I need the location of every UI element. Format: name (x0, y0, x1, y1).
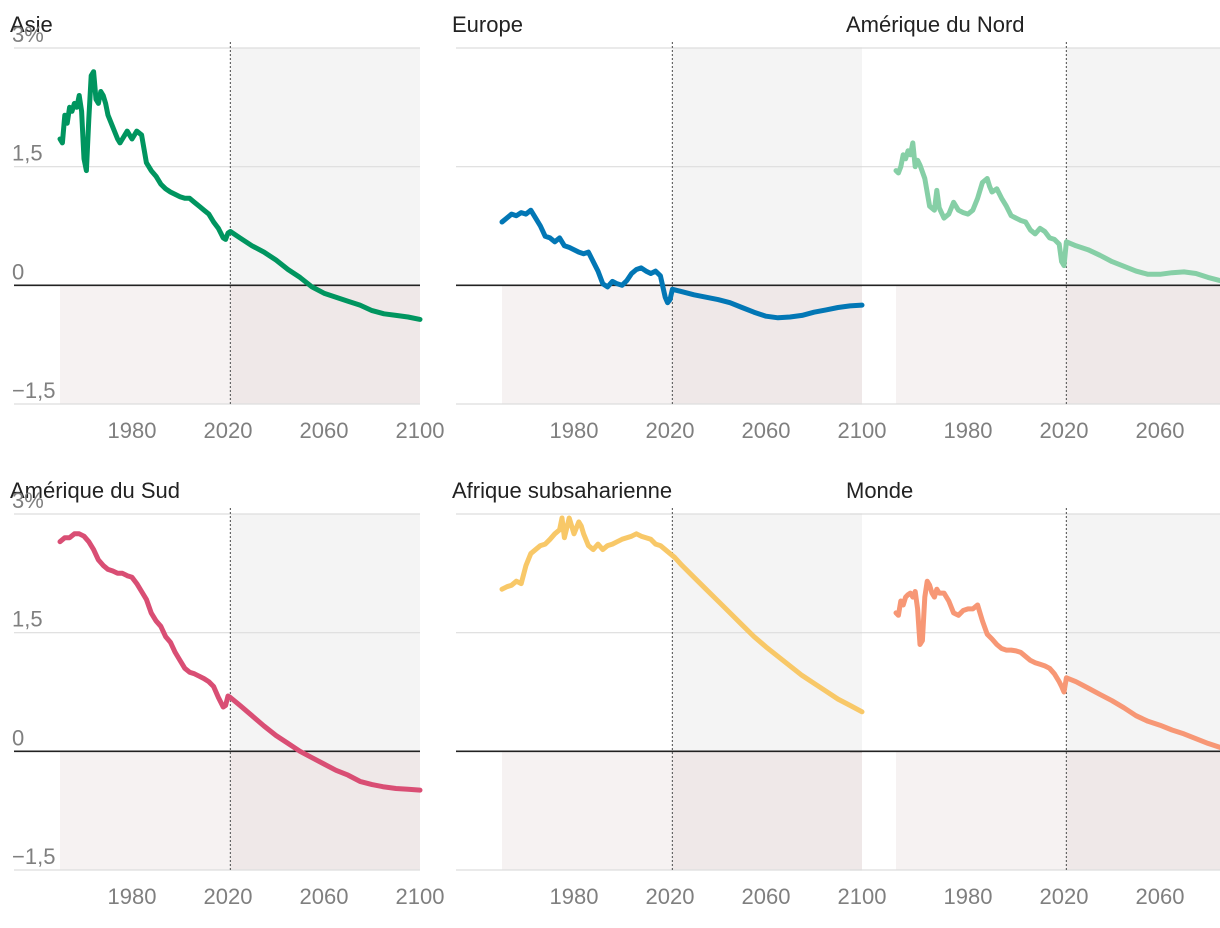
chart-panel-amerique-du-sud: Amérique du Sud 3% 1,5 0 −1,5 1980 2020 2060 21… (10, 478, 444, 928)
x-tick-label: 1980 (108, 884, 157, 909)
x-tick-label: 1980 (944, 418, 993, 443)
x-tick-label: 2060 (742, 418, 791, 443)
negative-area (60, 285, 231, 404)
chart-plot: 3% 1,5 0 −1,5 1980 2020 2060 2100 (12, 488, 444, 909)
x-tick-label: 2060 (742, 884, 791, 909)
series-line (57, 531, 423, 793)
projection-negative-area (672, 285, 862, 404)
negative-area (502, 751, 673, 870)
y-tick-label: −1,5 (12, 378, 55, 403)
y-tick-label: 3% (12, 488, 44, 513)
chart-plot: 1980 2020 2060 2100 (456, 42, 886, 443)
negative-area (896, 285, 1067, 404)
chart-title: Amérique du Nord (846, 12, 1025, 37)
series-line (499, 207, 865, 321)
y-tick-label: −1,5 (12, 844, 55, 869)
x-tick-label: 2100 (838, 418, 887, 443)
x-tick-label: 2020 (1040, 884, 1089, 909)
negative-area (60, 751, 231, 870)
x-tick-label: 2060 (1136, 884, 1185, 909)
x-tick-label: 2020 (646, 418, 695, 443)
y-tick-label: 0 (12, 725, 24, 750)
chart-title: Afrique subsaharienne (452, 478, 673, 503)
chart-plot: 3% 1,5 0 −1,5 1980 2020 2060 2100 (12, 22, 444, 443)
negative-area (502, 285, 673, 404)
y-tick-label: 1,5 (12, 607, 43, 632)
x-tick-label: 2100 (838, 884, 887, 909)
series-line (893, 140, 1220, 284)
projection-negative-area (230, 285, 420, 404)
series-line (499, 515, 865, 715)
x-tick-label: 2020 (204, 884, 253, 909)
series-line (893, 578, 1220, 751)
y-tick-label: 1,5 (12, 141, 43, 166)
chart-title: Monde (846, 478, 914, 503)
x-tick-label: 2060 (1136, 418, 1185, 443)
projection-negative-area (672, 751, 862, 870)
x-tick-label: 2060 (300, 884, 349, 909)
x-tick-label: 2100 (396, 884, 445, 909)
chart-title: Asie (10, 12, 53, 37)
x-tick-label: 1980 (944, 884, 993, 909)
projection-negative-area (230, 751, 420, 870)
series-line (57, 69, 423, 322)
chart-title: Amérique du Sud (10, 478, 180, 503)
x-tick-label: 2100 (396, 418, 445, 443)
x-tick-label: 2060 (300, 418, 349, 443)
chart-panel-asie: Asie 3% 1,5 0 −1,5 1980 2020 2060 2100 (10, 12, 444, 462)
x-tick-label: 2020 (1040, 418, 1089, 443)
y-tick-label: 3% (12, 22, 44, 47)
chart-panel-europe: Europe 1980 2020 2060 2100 (452, 12, 886, 462)
negative-area (896, 751, 1067, 870)
x-tick-label: 1980 (550, 884, 599, 909)
projection-negative-area (1066, 751, 1220, 870)
x-tick-label: 2020 (646, 884, 695, 909)
chart-title: Europe (452, 12, 523, 37)
chart-plot: 1980 2020 2060 2100 (456, 508, 886, 909)
x-tick-label: 2020 (204, 418, 253, 443)
x-tick-label: 1980 (550, 418, 599, 443)
chart-panel-afrique-subsaharienne: Afrique subsaharienne 1980 2020 2060 2100 (452, 478, 886, 928)
projection-negative-area (1066, 285, 1220, 404)
y-tick-label: 0 (12, 259, 24, 284)
x-tick-label: 1980 (108, 418, 157, 443)
